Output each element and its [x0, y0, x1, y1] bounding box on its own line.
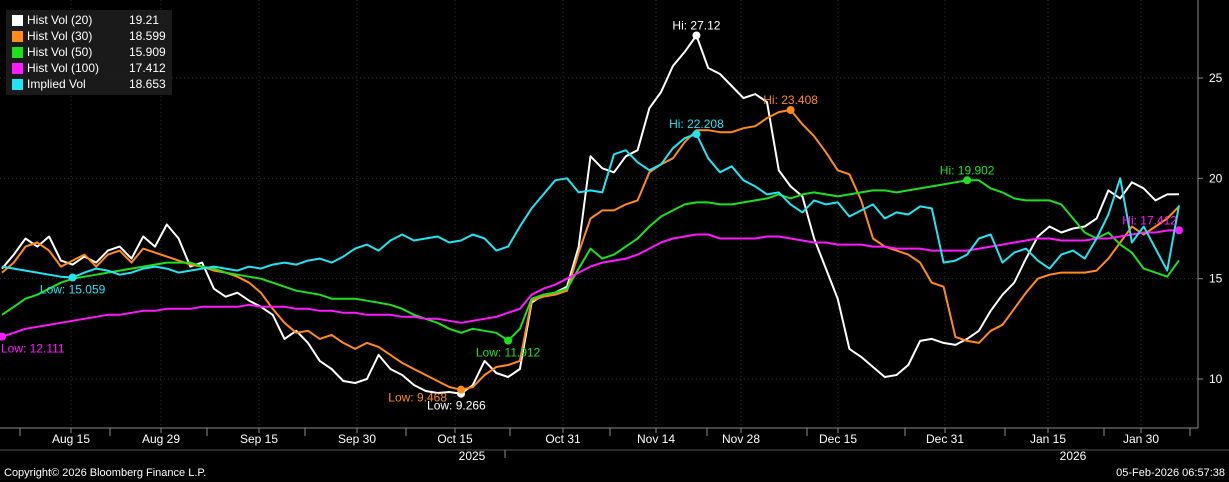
legend-series-value: 18.653: [129, 77, 166, 91]
legend-series-value: 17.412: [129, 61, 166, 75]
legend-entry[interactable]: Implied Vol 18.653: [12, 76, 166, 92]
legend-series-name: Hist Vol (30): [27, 29, 93, 43]
annotation-label: Hi: 22.208: [669, 117, 724, 131]
annotation-label: Low: 12.111: [1, 342, 65, 356]
legend-series-name: Implied Vol: [27, 77, 86, 91]
legend-series-name: Hist Vol (20): [27, 13, 93, 27]
x-tick-label: Oct 31: [545, 432, 581, 446]
legend-swatch: [12, 78, 23, 90]
legend-swatch: [12, 62, 23, 74]
x-tick-label: Sep 15: [240, 432, 278, 446]
x-tick-label: Dec 31: [926, 432, 964, 446]
x-tick-label: Aug 15: [52, 432, 90, 446]
legend: Hist Vol (20) 19.21 Hist Vol (30) 18.599…: [6, 10, 172, 95]
annotation-marker: [692, 31, 701, 40]
legend-swatch: [12, 14, 23, 26]
x-tick-label: Jan 30: [1123, 432, 1159, 446]
x-tick-label: Dec 15: [819, 432, 857, 446]
series-lines: [1, 34, 1180, 395]
annotation-label: Hi: 17.412: [1122, 213, 1177, 227]
copyright-text: Copyright© 2026 Bloomberg Finance L.P.: [4, 467, 207, 479]
annotations: Hi: 27.12 Low: 9.266 Hi: 23.408 Low: 9.468 H…: [0, 18, 1183, 413]
x-tick-label: Aug 29: [142, 432, 180, 446]
annotation-marker: [504, 336, 513, 345]
y-tick-label: 25: [1209, 71, 1223, 85]
x-tick-label: Nov 14: [637, 432, 675, 446]
legend-entry[interactable]: Hist Vol (30) 18.599: [12, 28, 166, 44]
legend-entry[interactable]: Hist Vol (100) 17.412: [12, 60, 166, 76]
legend-swatch: [12, 46, 23, 58]
annotation-label: Low: 11.912: [476, 346, 541, 360]
annotation-marker: [457, 385, 466, 394]
y-tick-label: 15: [1209, 272, 1223, 286]
legend-entry[interactable]: Hist Vol (50) 15.909: [12, 44, 166, 60]
annotation-marker: [692, 130, 701, 139]
x-tick-label: Oct 15: [437, 432, 473, 446]
y-tick-label: 10: [1209, 372, 1223, 386]
legend-series-value: 19.21: [129, 13, 160, 27]
annotation-label: Hi: 19.902: [940, 163, 995, 177]
legend-entry[interactable]: Hist Vol (20) 19.21: [12, 12, 166, 28]
x-tick-label: Sep 30: [338, 432, 376, 446]
annotation-marker: [963, 176, 972, 185]
annotation-label: Low: 9.468: [388, 391, 447, 405]
legend-series-name: Hist Vol (100): [27, 61, 100, 75]
x-tick-label: Nov 28: [722, 432, 760, 446]
legend-swatch: [12, 30, 23, 42]
series-line: [1, 34, 1180, 395]
annotation-label: Low: 9.266: [427, 399, 486, 413]
annotation-label: Hi: 23.408: [763, 93, 818, 107]
year-label: 2026: [1060, 449, 1087, 463]
series-line: [1, 229, 1180, 338]
annotation-marker: [786, 105, 795, 114]
annotation-marker: [1175, 226, 1183, 235]
series-line: [1, 179, 1180, 342]
annotation-marker: [68, 273, 77, 282]
grid: [0, 0, 1198, 428]
legend-series-name: Hist Vol (50): [27, 45, 93, 59]
y-tick-label: 20: [1209, 171, 1223, 185]
timestamp-text: 05-Feb-2026 06:57:38: [1116, 467, 1225, 479]
annotation-label: Hi: 27.12: [672, 18, 720, 32]
legend-series-value: 15.909: [129, 45, 166, 59]
annotation-label: Low: 15.059: [40, 282, 106, 296]
x-tick-label: Jan 15: [1030, 432, 1066, 446]
legend-series-value: 18.599: [129, 29, 166, 43]
annotation-marker: [0, 332, 6, 341]
year-label: 2025: [459, 449, 486, 463]
series-line: [1, 133, 1180, 279]
